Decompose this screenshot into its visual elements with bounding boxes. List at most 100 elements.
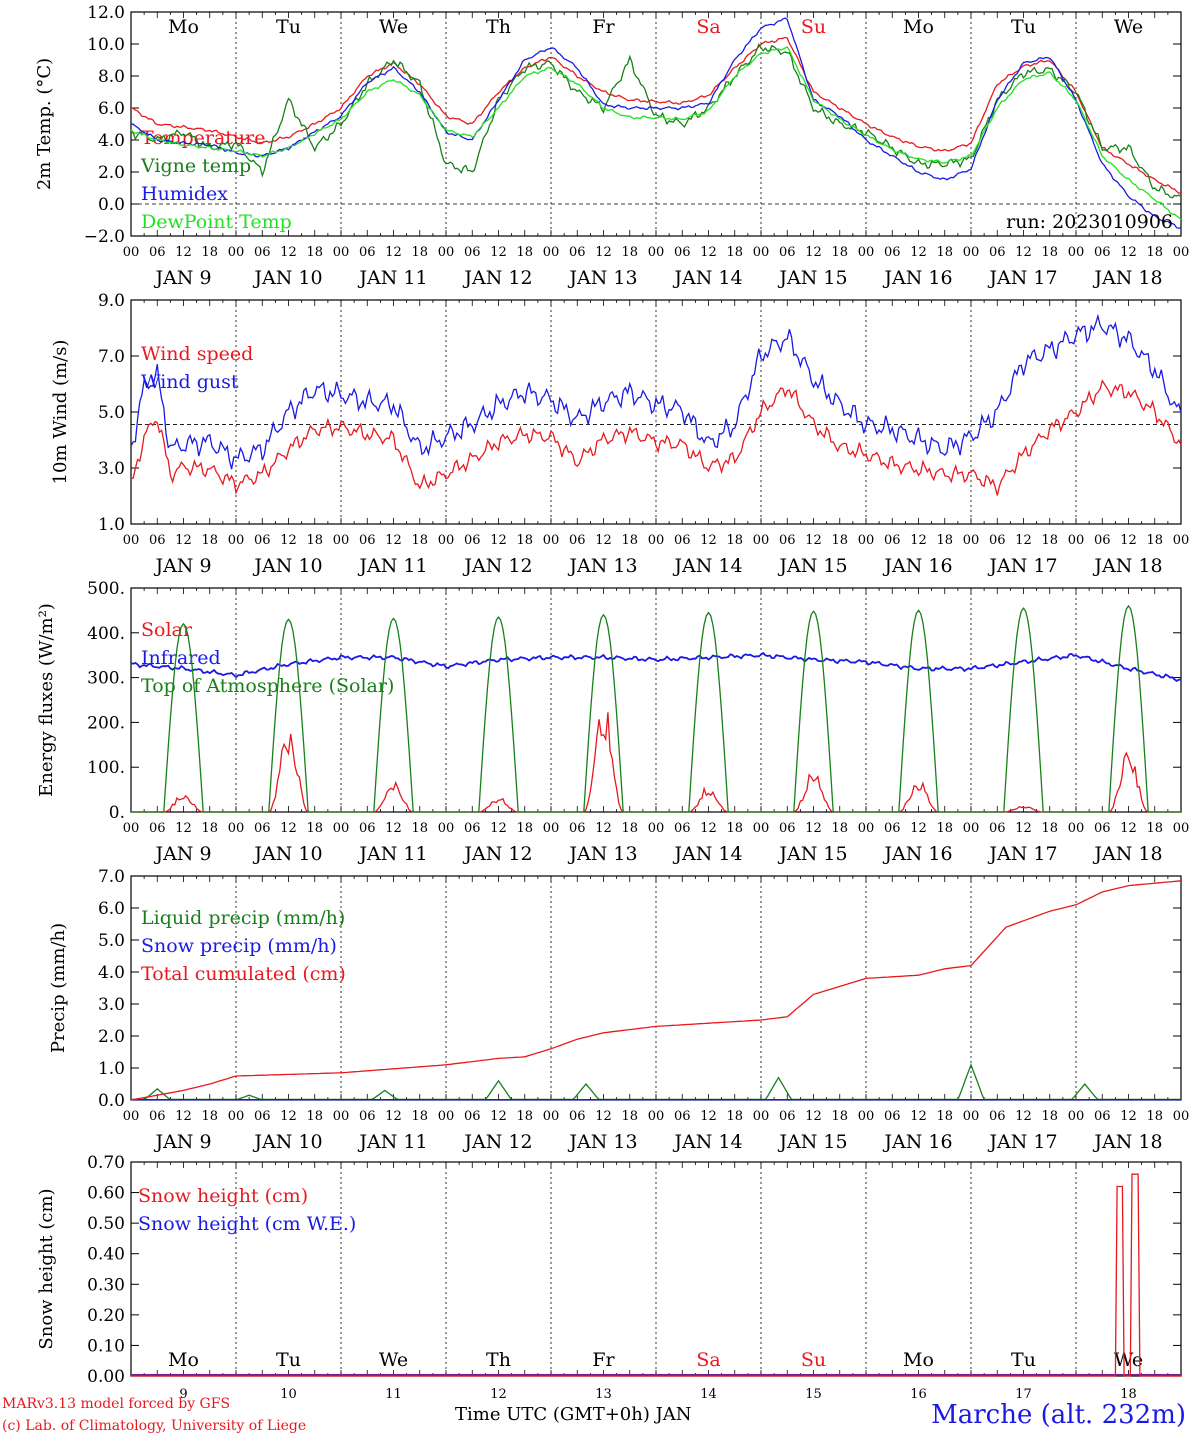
day-number: 13 xyxy=(595,1387,612,1402)
hour-label: 18 xyxy=(726,533,743,548)
day-number: 12 xyxy=(490,1387,507,1402)
y-tick-label: 0.50 xyxy=(87,1214,125,1234)
hour-label: 18 xyxy=(516,245,533,260)
hour-label: 18 xyxy=(201,1109,218,1124)
y-tick-label: 0.30 xyxy=(87,1275,125,1295)
day-label: JAN 17 xyxy=(987,843,1057,865)
hour-label: 06 xyxy=(1094,245,1111,260)
hour-label: 06 xyxy=(254,533,271,548)
hour-label: 00 xyxy=(123,1109,140,1124)
legend-entry: Snow precip (mm/h) xyxy=(141,935,337,957)
hour-label: 06 xyxy=(779,245,796,260)
hour-label: 00 xyxy=(1068,533,1085,548)
hour-label: 12 xyxy=(280,821,297,836)
hour-label: 12 xyxy=(385,1109,402,1124)
hour-label: 18 xyxy=(516,821,533,836)
weekday-label: Su xyxy=(801,16,826,38)
hour-label: 18 xyxy=(1041,821,1058,836)
y-tick-label: 2.0 xyxy=(98,163,125,183)
hour-label: 06 xyxy=(149,533,166,548)
hour-label: 12 xyxy=(700,533,717,548)
hour-label: 06 xyxy=(254,821,271,836)
hour-label: 06 xyxy=(884,1109,901,1124)
hour-label: 12 xyxy=(280,1109,297,1124)
legend-entry: Infrared xyxy=(141,647,221,669)
hour-label: 12 xyxy=(385,821,402,836)
y-tick-label: 300. xyxy=(87,669,125,689)
weekday-label: We xyxy=(379,1349,408,1371)
weekday-label: Tu xyxy=(1011,1349,1036,1371)
hour-label: 06 xyxy=(989,533,1006,548)
y-tick-label: 1.0 xyxy=(98,515,125,535)
hour-label: 00 xyxy=(1068,821,1085,836)
hour-label: 12 xyxy=(175,821,192,836)
hour-label: 12 xyxy=(700,821,717,836)
series-line-5-1 xyxy=(131,1173,1181,1377)
hour-label: 06 xyxy=(254,245,271,260)
day-label: JAN 11 xyxy=(357,843,427,865)
y-tick-label: 200. xyxy=(87,713,125,733)
hour-label: 18 xyxy=(306,533,323,548)
hour-label: 18 xyxy=(936,1109,953,1124)
hour-label: 00 xyxy=(123,821,140,836)
hour-label: 18 xyxy=(726,821,743,836)
day-label: JAN 13 xyxy=(567,267,637,289)
hour-label: 12 xyxy=(175,245,192,260)
hour-label: 18 xyxy=(831,245,848,260)
y-tick-label: 0.60 xyxy=(87,1184,125,1204)
hour-label: 18 xyxy=(831,1109,848,1124)
hour-label: 00 xyxy=(228,821,245,836)
day-label: JAN 18 xyxy=(1092,843,1162,865)
hour-label: 00 xyxy=(963,533,980,548)
hour-label: 18 xyxy=(621,821,638,836)
hour-label: 00 xyxy=(228,1109,245,1124)
hour-label: 12 xyxy=(490,245,507,260)
hour-label: 00 xyxy=(228,533,245,548)
day-number: 17 xyxy=(1015,1387,1032,1402)
hour-label: 00 xyxy=(123,533,140,548)
day-number: 14 xyxy=(700,1387,717,1402)
y-tick-label: 6.0 xyxy=(98,899,125,919)
hour-label: 06 xyxy=(1094,1109,1111,1124)
y-tick-label: −2.0 xyxy=(84,227,125,247)
weekday-label: Sa xyxy=(696,1349,720,1371)
hour-label: 18 xyxy=(201,821,218,836)
y-tick-label: 7.0 xyxy=(98,867,125,887)
hour-label: 00 xyxy=(1068,1109,1085,1124)
day-number: 16 xyxy=(910,1387,927,1402)
hour-label: 12 xyxy=(595,245,612,260)
hour-label: 00 xyxy=(858,1109,875,1124)
hour-label: 00 xyxy=(753,1109,770,1124)
hour-label: 00 xyxy=(543,245,560,260)
day-label: JAN 9 xyxy=(153,1131,211,1153)
weekday-label: Mo xyxy=(903,16,934,38)
day-label: JAN 10 xyxy=(252,1131,322,1153)
hour-label: 12 xyxy=(805,1109,822,1124)
hour-label: 06 xyxy=(359,1109,376,1124)
day-label: JAN 10 xyxy=(252,843,322,865)
y-tick-label: 12.0 xyxy=(87,3,125,23)
y-axis-title: Precip (mm/h) xyxy=(48,923,69,1053)
y-tick-label: 4.0 xyxy=(98,963,125,983)
hour-label: 12 xyxy=(175,1109,192,1124)
hour-label: 00 xyxy=(858,533,875,548)
hour-label: 18 xyxy=(306,245,323,260)
y-tick-label: 0.70 xyxy=(87,1153,125,1173)
hour-label: 00 xyxy=(963,821,980,836)
hour-label: 06 xyxy=(779,1109,796,1124)
panel-1: −2.0 0.0 2.0 4.0 6.0 8.0 10.0 12.0 2m Temp. (°C)… xyxy=(34,3,1189,289)
weekday-label: We xyxy=(379,16,408,38)
y-tick-label: 0.0 xyxy=(98,195,125,215)
hour-label: 06 xyxy=(569,245,586,260)
hour-label: 00 xyxy=(648,245,665,260)
series-line-3-1 xyxy=(131,712,1181,813)
hour-label: 18 xyxy=(1146,245,1163,260)
hour-label: 12 xyxy=(280,245,297,260)
hour-label: 12 xyxy=(1120,533,1137,548)
day-label: JAN 17 xyxy=(987,267,1057,289)
hour-label: 12 xyxy=(595,1109,612,1124)
day-label: JAN 14 xyxy=(672,267,742,289)
hour-label: 06 xyxy=(359,533,376,548)
hour-label: 06 xyxy=(779,533,796,548)
hour-label: 00 xyxy=(228,245,245,260)
